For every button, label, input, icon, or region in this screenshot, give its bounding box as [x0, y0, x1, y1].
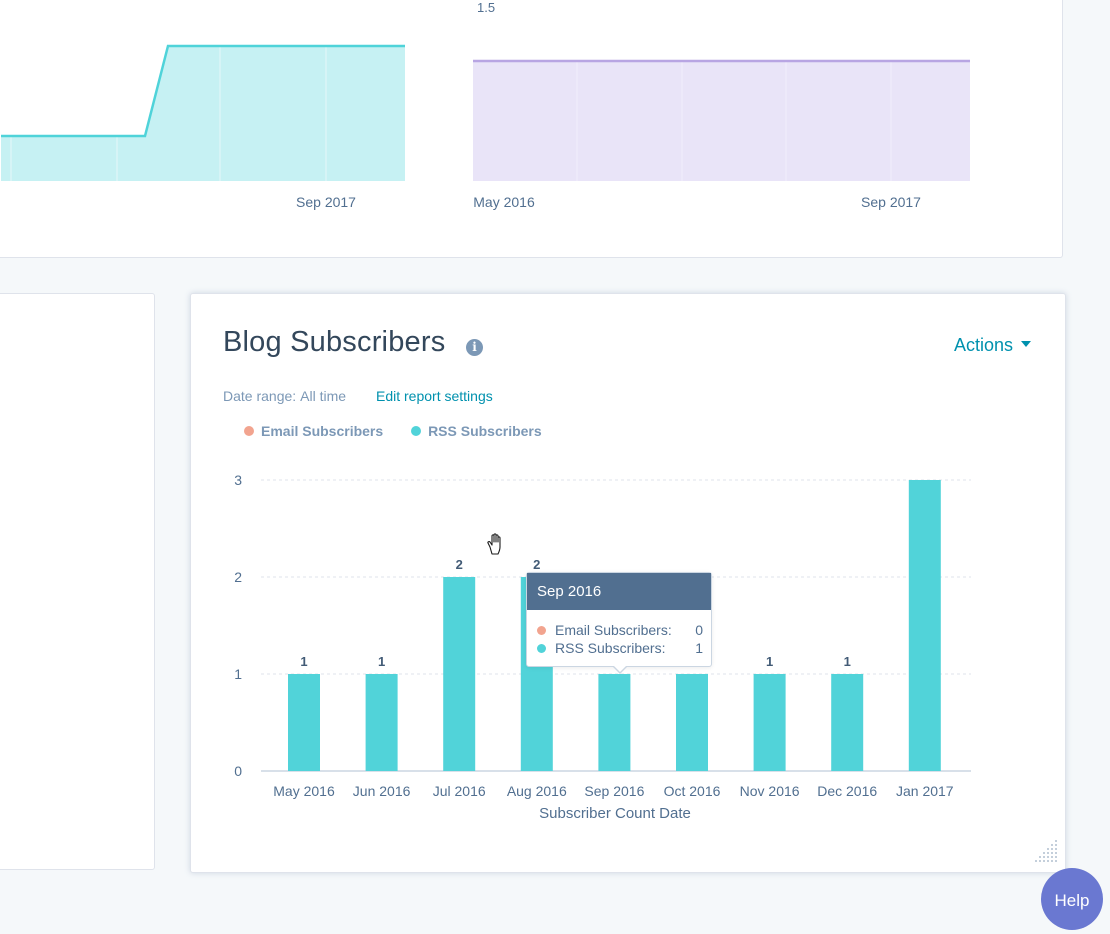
data-label: 1: [844, 654, 851, 669]
chart-legend: Email Subscribers RSS Subscribers: [244, 423, 566, 439]
right-x-tick-label: Sep 2017: [861, 194, 921, 210]
tooltip-value-email: 0: [695, 622, 703, 638]
legend-label-rss: RSS Subscribers: [428, 423, 542, 439]
x-tick-label: Sep 2016: [584, 783, 644, 799]
chart-tooltip: Sep 2016 Email Subscribers: 0 RSS Subscr…: [526, 572, 712, 674]
tooltip-title: Sep 2016: [527, 573, 711, 610]
data-label: 2: [456, 557, 463, 572]
info-icon[interactable]: i: [466, 339, 483, 356]
top-report-card: Sep 2017 1.5 May 2016 Sep 2017: [0, 0, 1063, 258]
bar-rss[interactable]: [753, 674, 786, 771]
right-area-fill: [473, 61, 970, 181]
tooltip-row-email: Email Subscribers: 0: [537, 622, 703, 638]
bar-rss[interactable]: [598, 674, 631, 771]
actions-dropdown[interactable]: Actions: [954, 335, 1032, 356]
tooltip-dot-email: [537, 626, 546, 635]
legend-item-rss[interactable]: RSS Subscribers: [411, 423, 542, 439]
tooltip-label-email: Email Subscribers:: [555, 622, 672, 638]
bar-rss[interactable]: [908, 480, 941, 771]
date-range-value: All time: [300, 388, 347, 404]
y-tick-label: 2: [234, 569, 242, 585]
bar-rss[interactable]: [443, 577, 476, 771]
help-button[interactable]: Help: [1041, 868, 1103, 930]
tooltip-label-rss: RSS Subscribers:: [555, 640, 666, 656]
hand-cursor-icon: [487, 533, 501, 555]
tooltip-dot-rss: [537, 644, 546, 653]
y-tick-label: 3: [234, 472, 242, 488]
right-x-tick-label: May 2016: [473, 194, 535, 210]
resize-grip-icon[interactable]: [1029, 838, 1059, 866]
bar-rss[interactable]: [676, 674, 708, 771]
x-tick-label: Nov 2016: [740, 783, 800, 799]
date-range: Date range: All time: [223, 388, 346, 404]
bar-rss[interactable]: [831, 674, 864, 771]
legend-item-email[interactable]: Email Subscribers: [244, 423, 383, 439]
left-area-line: [1, 44, 405, 138]
legend-dot-rss: [411, 426, 422, 436]
x-tick-label: May 2016: [273, 783, 335, 799]
tooltip-value-rss: 1: [695, 640, 703, 656]
y-tick-label: 1: [234, 666, 242, 682]
report-title: Blog Subscribers: [223, 326, 446, 358]
left-area-fill: [1, 46, 405, 181]
left-report-card: [0, 293, 155, 870]
bar-rss[interactable]: [288, 674, 320, 771]
y-tick-label: 0: [234, 763, 242, 779]
x-tick-label: Oct 2016: [664, 783, 721, 799]
actions-label: Actions: [954, 335, 1014, 355]
bar-rss[interactable]: [365, 674, 398, 771]
edit-report-settings-link[interactable]: Edit report settings: [376, 388, 493, 404]
left-x-tick-label: Sep 2017: [296, 194, 356, 210]
date-range-label: Date range:: [223, 388, 297, 404]
tooltip-arrow: [612, 665, 628, 674]
tooltip-row-rss: RSS Subscribers: 1: [537, 640, 703, 656]
x-tick-label: Jul 2016: [433, 783, 486, 799]
legend-dot-email: [244, 426, 254, 436]
x-tick-label: Dec 2016: [817, 783, 877, 799]
caret-down-icon: [1021, 341, 1032, 348]
x-tick-label: Jan 2017: [896, 783, 954, 799]
x-axis-title: Subscriber Count Date: [539, 805, 691, 822]
data-label: 1: [378, 654, 385, 669]
right-y-tick-label: 1.5: [477, 0, 495, 15]
blog-subscribers-card: 0 1 2 3 1 May 2016 1 Jun 2016 2 Jul 2016 2 Aug 2016…: [190, 293, 1066, 873]
top-area-charts: Sep 2017 1.5 May 2016 Sep 2017: [1, 0, 970, 210]
data-label: 1: [300, 654, 307, 669]
x-tick-label: Jun 2016: [353, 783, 411, 799]
legend-label-email: Email Subscribers: [261, 423, 384, 439]
x-tick-label: Aug 2016: [507, 783, 567, 799]
data-label: 2: [533, 557, 540, 572]
data-label: 1: [766, 654, 773, 669]
